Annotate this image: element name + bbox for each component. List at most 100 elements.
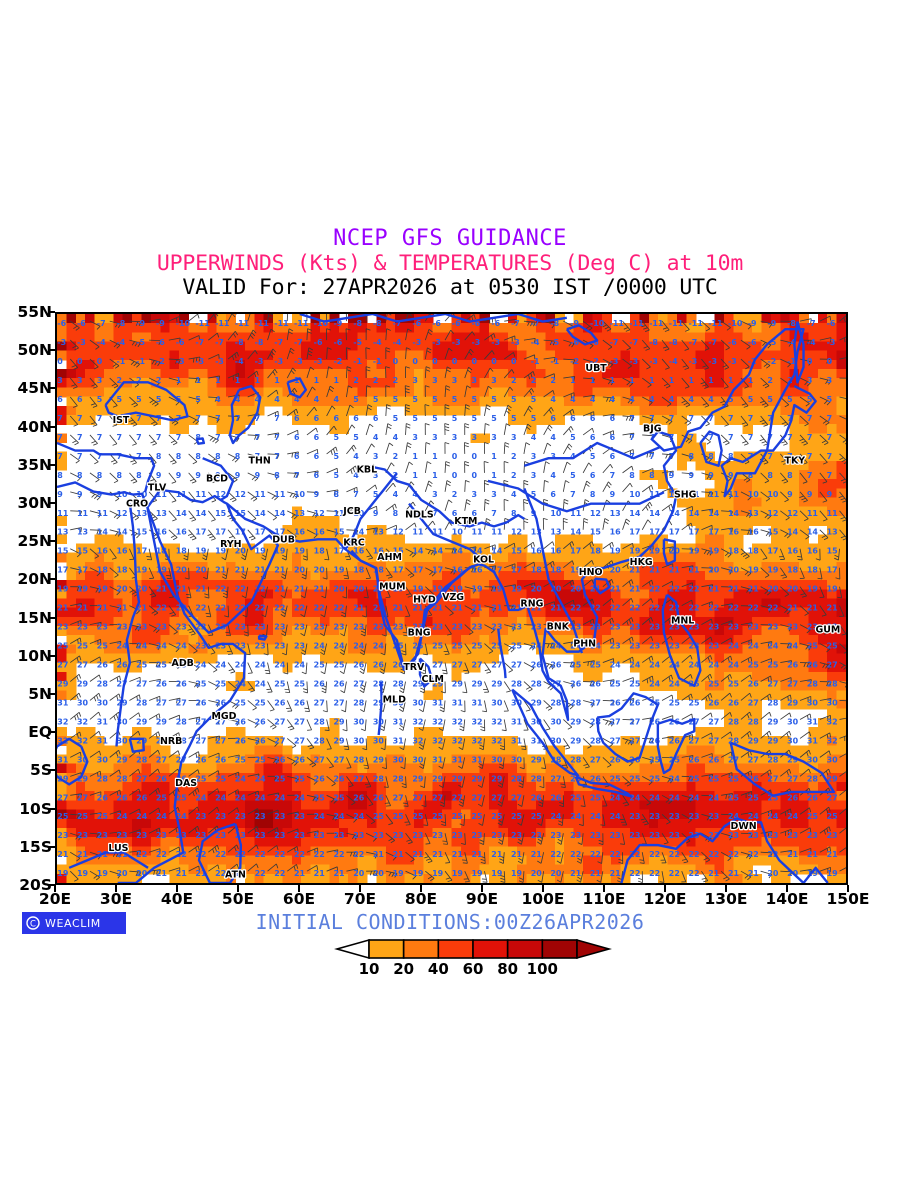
wind-barb-feather	[670, 636, 673, 641]
temp-value: 23	[787, 831, 798, 840]
wind-barb-feather	[786, 643, 790, 649]
wind-barb-shaft	[425, 586, 435, 595]
wind-barb-feather	[195, 420, 200, 425]
temp-value: 19	[136, 566, 148, 575]
wind-barb-feather	[672, 546, 674, 552]
temp-value: 7	[57, 414, 63, 423]
wind-barb-feather	[281, 611, 286, 615]
wind-barb-shaft	[70, 567, 82, 571]
wind-barb-feather	[471, 610, 476, 615]
temp-value: 25	[294, 679, 305, 688]
temp-value: 23	[452, 831, 463, 840]
wind-barb-feather	[94, 366, 99, 370]
wind-barb-feather	[834, 557, 839, 561]
city-label: RNG	[520, 599, 543, 610]
wind-barb-shaft	[188, 314, 198, 322]
wind-barb-shaft	[721, 567, 733, 572]
wind-barb-feather	[270, 328, 275, 333]
wind-barb-shaft	[267, 643, 269, 656]
wind-barb-feather	[328, 366, 333, 370]
wind-barb-feather	[783, 462, 788, 465]
wind-barb-shaft	[523, 643, 536, 647]
wind-barb-feather	[670, 617, 673, 622]
wind-barb-feather	[345, 328, 351, 331]
wind-barb-shaft	[89, 567, 101, 574]
wind-barb-feather	[626, 621, 629, 626]
wind-barb-shaft	[622, 542, 633, 550]
temp-value: 17	[57, 566, 68, 575]
wind-barb-feather	[292, 493, 296, 499]
wind-barb-shaft	[563, 358, 575, 361]
wind-barb-feather	[638, 880, 643, 883]
temp-value: 15	[827, 547, 838, 556]
temp-value: -7	[511, 319, 520, 328]
wind-barb-feather	[572, 580, 575, 585]
temp-value: 19	[491, 869, 503, 878]
temp-value: 26	[550, 793, 562, 802]
wind-barb-feather	[94, 461, 99, 465]
wind-barb-shaft	[562, 499, 565, 511]
wind-barb-feather	[176, 380, 181, 386]
wind-barb-feather	[786, 610, 791, 615]
wind-barb-shaft	[305, 567, 308, 580]
wind-barb-feather	[473, 314, 476, 319]
wind-barb-shaft	[365, 423, 371, 436]
wind-barb-shaft	[701, 601, 713, 607]
temp-value: -8	[235, 338, 244, 347]
lat-tick-label: 45N	[17, 379, 52, 398]
temp-value: 6	[590, 433, 596, 442]
wind-barb-feather	[705, 328, 711, 332]
wind-barb-feather	[214, 397, 218, 402]
wind-barb-feather	[317, 470, 319, 476]
wind-barb-feather	[529, 645, 533, 650]
wind-barb-shaft	[188, 377, 201, 380]
wind-barb-feather	[112, 462, 118, 465]
wind-barb-feather	[629, 383, 633, 387]
temp-value: 25	[333, 793, 344, 802]
temp-value: 7	[807, 414, 813, 423]
wind-barb-feather	[571, 541, 575, 546]
wind-barb-feather	[175, 648, 180, 653]
wind-barb-feather	[282, 554, 287, 558]
wind-barb-shaft	[168, 377, 180, 382]
wind-barb-shaft	[780, 510, 790, 519]
temp-value: -6	[57, 319, 66, 328]
wind-barb-feather	[691, 489, 694, 495]
wind-barb-feather	[261, 614, 266, 618]
wind-barb-feather	[410, 481, 415, 486]
wind-barb-feather	[624, 521, 630, 525]
temp-value: -5	[353, 338, 362, 347]
temp-value: 29	[57, 679, 69, 688]
latitude-axis: 55N 50N 45N 40N 35N 30N 25N 20N 15N 10N 5N EQ 5S 10S 1…	[0, 303, 52, 894]
wind-barb-shaft	[346, 465, 356, 474]
temp-value: 22	[708, 850, 719, 859]
wind-barb-feather	[767, 591, 771, 596]
wind-barb-shaft	[602, 463, 611, 474]
wind-barb-shaft	[799, 586, 807, 597]
wind-barb-feather	[422, 653, 428, 656]
wind-barb-feather	[767, 642, 770, 647]
wind-barb-shaft	[168, 316, 180, 322]
wind-barb-feather	[155, 629, 160, 634]
wind-barb-feather	[427, 614, 432, 617]
temp-value: 26	[255, 717, 267, 726]
wind-barb-shaft	[363, 643, 367, 655]
temp-value: 23	[156, 831, 167, 840]
temp-value: 3	[531, 452, 537, 461]
wind-barb-feather	[572, 359, 576, 365]
wind-barb-feather	[806, 340, 809, 345]
wind-barb-feather	[553, 622, 556, 628]
weather-map-plot[interactable]: -6 -6 -7 -8 -9 -9 -10 -11 -11 -11 -11 -11 -11 -10 -9 -8…	[55, 312, 848, 885]
wind-barb-feather	[340, 690, 345, 694]
temp-value: 13	[57, 528, 68, 537]
wind-barb-shaft	[661, 339, 670, 350]
temp-value: 25	[274, 679, 285, 688]
wind-barb-shaft	[346, 567, 350, 579]
wind-barb-feather	[563, 520, 568, 524]
wind-barb-shaft	[168, 529, 178, 538]
wind-barb-feather	[149, 399, 154, 404]
temp-value: 27	[787, 679, 798, 688]
wind-barb-feather	[651, 580, 654, 585]
temp-value: 22	[294, 850, 305, 859]
